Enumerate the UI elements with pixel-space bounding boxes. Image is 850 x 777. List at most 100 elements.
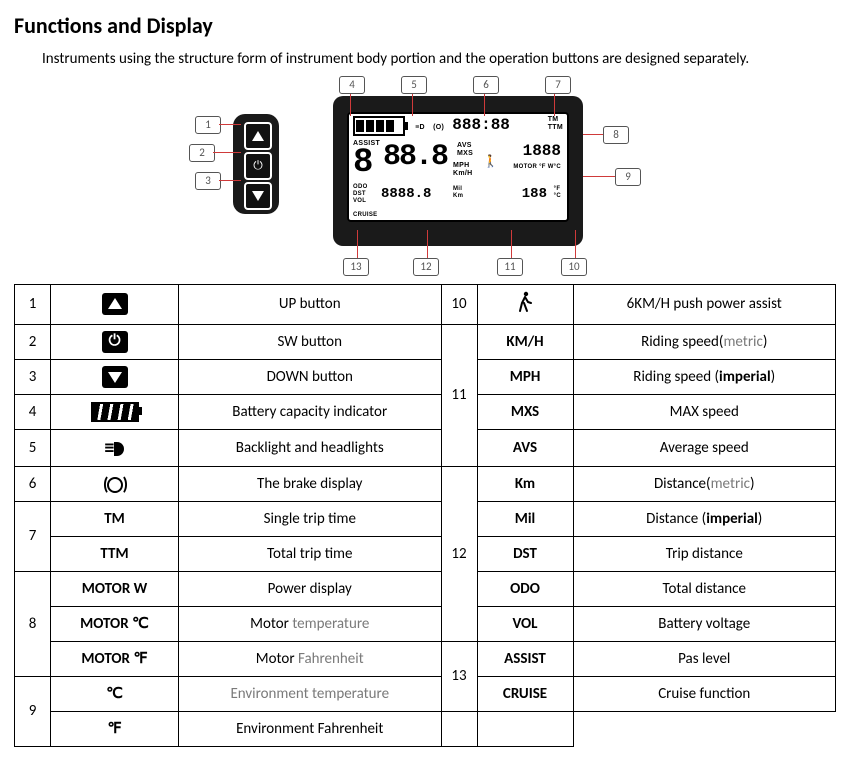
row-number: 2: [15, 324, 51, 359]
row-symbol: MOTOR W: [51, 571, 179, 606]
remote-down-button: [244, 182, 272, 210]
row-description: Total trip time: [179, 536, 442, 571]
row-description: UP button: [179, 284, 442, 324]
remote-power-button: ⏻: [244, 152, 272, 180]
walk-assist-icon: [516, 291, 534, 313]
row-symbol: ≡: [51, 429, 179, 466]
row-description: Single trip time: [179, 501, 442, 536]
row-description: DOWN button: [179, 359, 442, 394]
row-description-right: Distance (imperial): [573, 501, 836, 536]
row-number: 4: [15, 394, 51, 429]
row-description-right: Trip distance: [573, 536, 836, 571]
callout-13: 13: [343, 258, 369, 276]
table-row: 4Battery capacity indicatorMXSMAX speed: [15, 394, 836, 429]
row-description-right: Distance(metric): [573, 466, 836, 501]
callout-8: 8: [603, 126, 629, 144]
assist-digit: 8: [353, 144, 371, 182]
row-description-right: Total distance: [573, 571, 836, 606]
row-description-right: [477, 711, 573, 746]
row-symbol: MOTOR ℉: [51, 641, 179, 676]
headlight-icon: ≡: [105, 436, 125, 460]
remote-unit: ⏻: [233, 114, 279, 214]
row-description: Battery capacity indicator: [179, 394, 442, 429]
row-description: Motor temperature: [179, 606, 442, 641]
row-number-right: 13: [441, 641, 477, 711]
row-description: The brake display: [179, 466, 442, 501]
table-row: 9℃Environment temperatureCRUISECruise fu…: [15, 676, 836, 711]
row-symbol: TTM: [51, 536, 179, 571]
row-description: Backlight and headlights: [179, 429, 442, 466]
row-symbol: [51, 324, 179, 359]
dist-units: Mil Km: [453, 186, 463, 200]
row-description-right: Average speed: [573, 429, 836, 466]
callout-12: 12: [413, 258, 439, 276]
callout-1: 1: [195, 116, 221, 134]
row-symbol-right: DST: [477, 536, 573, 571]
callout-7: 7: [545, 76, 571, 94]
row-description: SW button: [179, 324, 442, 359]
callout-2: 2: [189, 144, 215, 162]
row-symbol-right: ASSIST: [477, 641, 573, 676]
bottom-mode-labels: ODO DST VOL: [353, 184, 368, 205]
cruise-label: CRUISE: [353, 212, 377, 218]
row-description-right: 6KM/H push power assist: [573, 284, 836, 324]
row-number: 6: [15, 466, 51, 501]
row-number: 1: [15, 284, 51, 324]
remote-up-button: [244, 122, 272, 150]
row-description: Environment temperature: [179, 676, 442, 711]
table-row: TTMTotal trip time DSTTrip distance: [15, 536, 836, 571]
row-description-right: Battery voltage: [573, 606, 836, 641]
row-symbol: [51, 284, 179, 324]
row-description: Motor Fahrenheit: [179, 641, 442, 676]
power-icon: [102, 331, 128, 353]
row-symbol-right: CRUISE: [477, 676, 573, 711]
table-row: 6()The brake display12KmDistance(metric): [15, 466, 836, 501]
row-number: 3: [15, 359, 51, 394]
temp-value: 188: [522, 186, 547, 202]
down-arrow-icon: [102, 366, 128, 388]
headlight-icon: ≡D: [415, 124, 425, 131]
table-row: ℉Environment Fahrenheit: [15, 711, 836, 746]
brake-icon: (O): [433, 124, 444, 131]
row-symbol: ℃: [51, 676, 179, 711]
row-symbol-right: [441, 711, 477, 746]
row-symbol: [51, 359, 179, 394]
row-symbol: TM: [51, 501, 179, 536]
callout-3: 3: [195, 172, 221, 190]
row-number: 5: [15, 429, 51, 466]
table-row: 5 ≡ Backlight and headlights AVSAverage spe…: [15, 429, 836, 466]
row-symbol-right: ODO: [477, 571, 573, 606]
display-unit: ≡D (O) 888:88 TM TTM ASSIST 8 88.8 AVS M…: [333, 96, 583, 246]
row-description-right: MAX speed: [573, 394, 836, 429]
callout-5: 5: [401, 76, 427, 94]
row-symbol-right: AVS: [477, 429, 573, 466]
row-symbol: ℉: [51, 711, 179, 746]
row-description-right: Riding speed (imperial): [573, 359, 836, 394]
row-description: Environment Fahrenheit: [179, 711, 442, 746]
row-symbol-right: KM/H: [477, 324, 573, 359]
row-symbol-right: VOL: [477, 606, 573, 641]
table-row: MOTOR ℃Motor temperatureVOLBattery volta…: [15, 606, 836, 641]
speed-mode-labels: AVS MXS: [457, 142, 473, 158]
row-symbol-right: MPH: [477, 359, 573, 394]
callout-9: 9: [615, 168, 641, 186]
row-symbol-right: [477, 284, 573, 324]
row-description-right: Cruise function: [573, 676, 836, 711]
intro-text: Instruments using the structure form of …: [14, 45, 836, 74]
row-number: 9: [15, 676, 51, 746]
speed-units: MPH Km/H: [453, 162, 472, 178]
callout-10: 10: [561, 258, 587, 276]
table-row: 8MOTOR WPower displayODOTotal distance: [15, 571, 836, 606]
row-description-right: Pas level: [573, 641, 836, 676]
diagram: ⏻ ≡D (O) 888:88 TM TTM ASSIST 8 88.8: [185, 78, 665, 278]
row-symbol: [51, 394, 179, 429]
callout-6: 6: [473, 76, 499, 94]
row-number-right: 12: [441, 466, 477, 641]
display-screen: ≡D (O) 888:88 TM TTM ASSIST 8 88.8 AVS M…: [347, 112, 569, 222]
row-symbol-right: Mil: [477, 501, 573, 536]
table-row: 2SW button11KM/HRiding speed(metric): [15, 324, 836, 359]
odo-value: 8888.8: [381, 186, 431, 202]
page-title: Functions and Display: [14, 12, 836, 39]
battery-icon: [353, 116, 405, 136]
time-labels: TM TTM: [548, 116, 563, 132]
